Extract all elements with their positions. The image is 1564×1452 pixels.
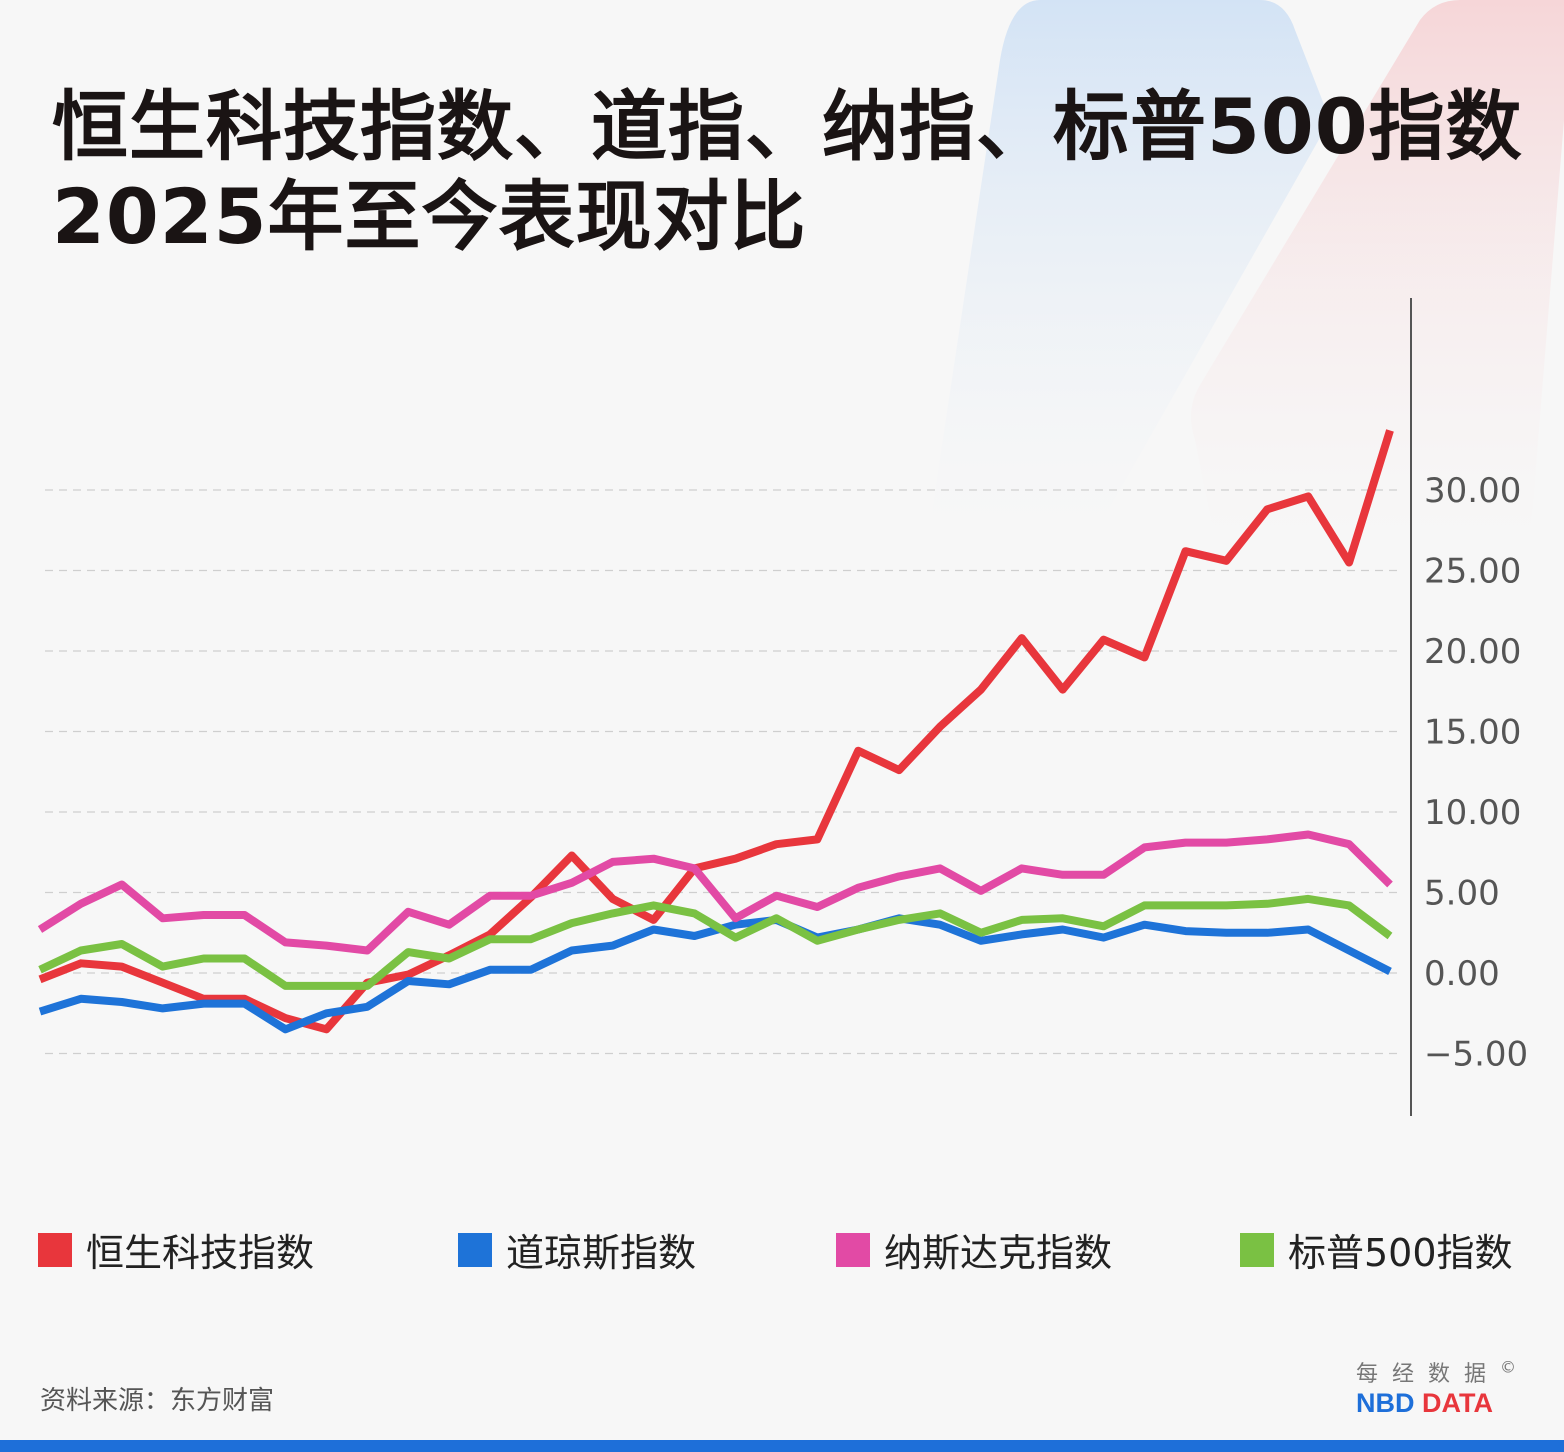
title-line-2: 2025年至今表现对比: [52, 172, 807, 261]
y-tick-label: 5.00: [1424, 874, 1500, 914]
series-line-1: [38, 914, 1392, 1034]
y-tick-label: 15.00: [1424, 713, 1521, 753]
legend-label: 纳斯达克指数: [884, 1231, 1113, 1275]
title-line-1: 恒生科技指数、道指、纳指、标普500指数: [52, 82, 1523, 171]
legend-item: 道琼斯指数: [458, 1222, 696, 1277]
legend-swatch: [1240, 1232, 1274, 1267]
legend-swatch: [458, 1232, 492, 1267]
legend-swatch: [836, 1232, 870, 1267]
series-line-3: [38, 894, 1393, 990]
logo-copyright: ©: [1500, 1357, 1517, 1377]
legend-swatch: [38, 1232, 72, 1267]
legend-item: 恒生科技指数: [38, 1222, 314, 1277]
y-tick-label: 30.00: [1424, 471, 1521, 511]
y-tick-label: 25.00: [1424, 552, 1521, 592]
nbd-data-logo: 每经数据© NBD DATA: [1356, 1356, 1516, 1419]
legend-label: 标普500指数: [1288, 1231, 1513, 1275]
legend-label: 道琼斯指数: [506, 1231, 697, 1275]
series-line-2: [37, 830, 1393, 955]
legend-item: 标普500指数: [1240, 1222, 1513, 1277]
y-tick-label: 0.00: [1424, 954, 1500, 994]
logo-cn: 每经数据: [1356, 1362, 1501, 1387]
legend-item: 纳斯达克指数: [836, 1222, 1112, 1277]
logo-nbd: NBD: [1356, 1388, 1415, 1418]
source-note: 资料来源：东方财富: [40, 1386, 275, 1416]
legend: 恒生科技指数 道琼斯指数 纳斯达克指数 标普500指数: [0, 1222, 1564, 1275]
y-tick-label: 20.00: [1424, 632, 1521, 672]
legend-label: 恒生科技指数: [86, 1231, 315, 1275]
y-tick-label: −5.00: [1424, 1035, 1528, 1075]
series-line-0: [38, 429, 1394, 1034]
logo-data: DATA: [1422, 1388, 1493, 1418]
y-tick-label: 10.00: [1424, 793, 1521, 833]
bottom-bar: [0, 1440, 1564, 1452]
chart-title: 恒生科技指数、道指、纳指、标普500指数 2025年至今表现对比: [52, 82, 1523, 262]
